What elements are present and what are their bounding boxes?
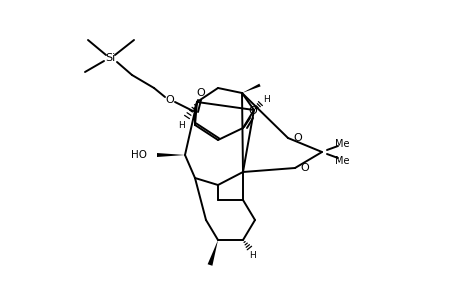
Text: O: O: [165, 95, 174, 105]
Text: Me: Me: [334, 156, 348, 166]
Text: H: H: [249, 250, 256, 260]
Text: O: O: [299, 163, 308, 173]
Polygon shape: [241, 84, 260, 93]
Polygon shape: [207, 240, 218, 266]
Text: H: H: [263, 94, 270, 103]
Text: HO: HO: [131, 150, 147, 160]
Text: O: O: [196, 88, 205, 98]
Text: O: O: [292, 133, 301, 143]
Text: H: H: [178, 121, 185, 130]
Text: Si: Si: [105, 53, 115, 63]
Text: O: O: [248, 106, 257, 116]
Polygon shape: [157, 153, 185, 157]
Text: Me: Me: [334, 139, 348, 149]
